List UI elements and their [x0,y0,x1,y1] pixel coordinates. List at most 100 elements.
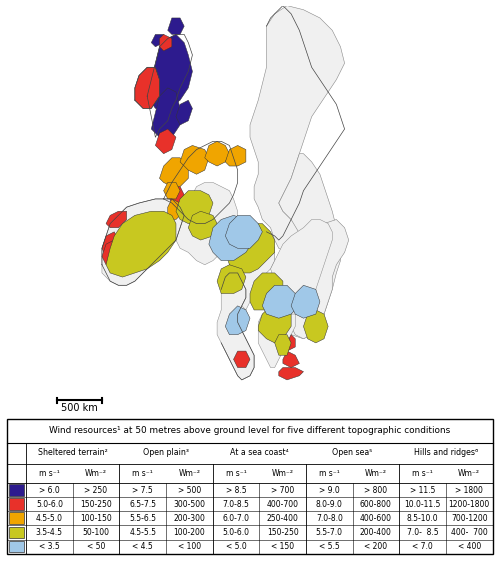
Polygon shape [102,240,118,265]
Text: Wm⁻²: Wm⁻² [272,469,293,478]
Text: 8.0-9.0: 8.0-9.0 [316,500,342,509]
Polygon shape [226,224,274,273]
Polygon shape [160,34,172,51]
Polygon shape [291,285,320,318]
Polygon shape [205,141,230,166]
Text: > 700: > 700 [271,486,294,495]
Text: m s⁻¹: m s⁻¹ [412,469,433,478]
Text: > 8.5: > 8.5 [226,486,246,495]
Text: Wm⁻²: Wm⁻² [365,469,387,478]
Text: < 5.5: < 5.5 [319,542,340,551]
Text: m s⁻¹: m s⁻¹ [132,469,153,478]
Polygon shape [250,6,344,252]
Polygon shape [135,67,160,108]
Text: > 7.5: > 7.5 [132,486,153,495]
Text: 5.0-6.0: 5.0-6.0 [222,528,250,537]
Text: < 100: < 100 [178,542,201,551]
Text: m s⁻¹: m s⁻¹ [39,469,60,478]
Polygon shape [164,183,180,199]
Text: 200-300: 200-300 [174,514,206,523]
Text: 400-600: 400-600 [360,514,392,523]
Text: 300-500: 300-500 [174,500,206,509]
Text: 6.0-7.0: 6.0-7.0 [222,514,250,523]
Polygon shape [168,199,184,220]
Text: > 9.0: > 9.0 [319,486,340,495]
Polygon shape [217,273,254,380]
Polygon shape [106,211,126,228]
Text: 200-400: 200-400 [360,528,392,537]
Polygon shape [180,146,209,174]
Polygon shape [258,302,291,343]
Text: 400-700: 400-700 [266,500,298,509]
Polygon shape [283,334,295,351]
Polygon shape [304,310,328,343]
Polygon shape [270,220,332,314]
Text: 3.5-4.5: 3.5-4.5 [36,528,63,537]
Text: 5.0-6.0: 5.0-6.0 [36,500,63,509]
Text: m s⁻¹: m s⁻¹ [319,469,340,478]
Polygon shape [279,368,303,380]
Text: < 400: < 400 [458,542,481,551]
FancyBboxPatch shape [9,498,24,510]
Text: < 200: < 200 [364,542,388,551]
Polygon shape [226,215,262,248]
Text: Hills and ridges⁶: Hills and ridges⁶ [414,447,478,456]
Polygon shape [102,232,118,256]
Text: > 800: > 800 [364,486,388,495]
Polygon shape [258,236,270,252]
Polygon shape [152,88,180,137]
Polygon shape [262,285,300,318]
Polygon shape [135,224,152,244]
Text: 50-100: 50-100 [82,528,110,537]
Text: 100-200: 100-200 [174,528,205,537]
FancyBboxPatch shape [9,513,24,524]
Text: 5.5-7.0: 5.5-7.0 [316,528,343,537]
Polygon shape [147,34,192,108]
Text: Open sea⁵: Open sea⁵ [332,447,373,456]
Text: 10.0-11.5: 10.0-11.5 [404,500,441,509]
Text: Wm⁻²: Wm⁻² [178,469,201,478]
Text: 150-250: 150-250 [267,528,298,537]
Text: 1200-1800: 1200-1800 [448,500,490,509]
Text: 500 km: 500 km [61,403,98,413]
Polygon shape [246,240,258,256]
Polygon shape [176,191,213,224]
Text: 8.5-10.0: 8.5-10.0 [407,514,438,523]
Polygon shape [152,34,164,47]
Text: < 150: < 150 [271,542,294,551]
Polygon shape [283,351,300,368]
Polygon shape [106,211,176,277]
Text: < 50: < 50 [87,542,105,551]
Polygon shape [226,306,250,334]
Polygon shape [258,285,295,368]
Text: 6.5-7.5: 6.5-7.5 [129,500,156,509]
Polygon shape [188,211,217,240]
Polygon shape [254,236,274,269]
Polygon shape [250,273,283,310]
Polygon shape [176,100,192,125]
Text: 7.0-  8.5: 7.0- 8.5 [407,528,438,537]
Text: > 1800: > 1800 [456,486,483,495]
Polygon shape [160,158,188,187]
Text: > 11.5: > 11.5 [410,486,436,495]
Polygon shape [176,183,238,265]
FancyBboxPatch shape [8,419,492,554]
Text: 7.0-8.5: 7.0-8.5 [222,500,250,509]
Text: 7.0-8.0: 7.0-8.0 [316,514,342,523]
Text: 4.5-5.5: 4.5-5.5 [129,528,156,537]
Text: 100-150: 100-150 [80,514,112,523]
Polygon shape [156,129,176,153]
Text: 150-250: 150-250 [80,500,112,509]
Text: m s⁻¹: m s⁻¹ [226,469,246,478]
FancyBboxPatch shape [9,484,24,496]
Polygon shape [102,199,184,285]
Text: Open plain³: Open plain³ [143,447,189,456]
Text: 400-  700: 400- 700 [451,528,488,537]
Text: < 7.0: < 7.0 [412,542,433,551]
Polygon shape [234,351,250,368]
Polygon shape [168,18,184,34]
Text: Sheltered terrain²: Sheltered terrain² [38,447,108,456]
Polygon shape [217,265,246,293]
Polygon shape [209,215,254,261]
Text: 250-400: 250-400 [266,514,298,523]
